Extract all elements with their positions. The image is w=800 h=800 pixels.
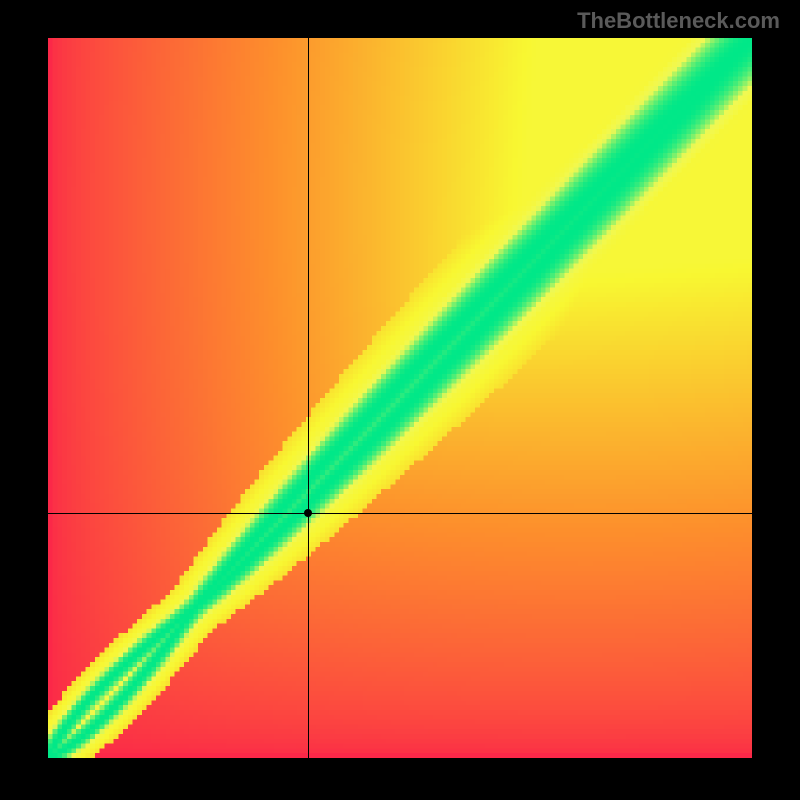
watermark-text: TheBottleneck.com [577, 8, 780, 34]
crosshair-vertical [308, 38, 309, 758]
chart-container: { "watermark": { "text": "TheBottleneck.… [0, 0, 800, 800]
crosshair-horizontal [48, 513, 752, 514]
bottleneck-heatmap [48, 38, 752, 758]
plot-region [48, 38, 752, 758]
